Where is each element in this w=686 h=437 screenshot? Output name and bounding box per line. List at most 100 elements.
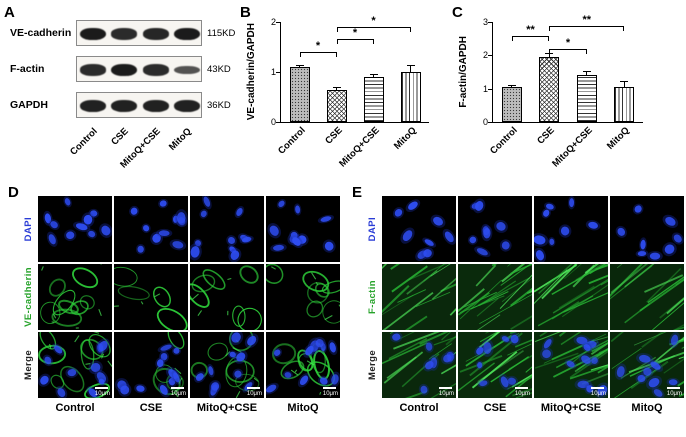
error-bar — [623, 82, 625, 87]
micro-merge-mesh-mitoq-cse: 10μm — [190, 332, 264, 398]
micro-fiber-mitoq-cse — [534, 264, 608, 330]
error-bar-cap — [507, 84, 516, 86]
micro-mesh-mitoq-cse — [190, 264, 264, 330]
micro-merge-fiber-control: 10μm — [382, 332, 456, 398]
error-bar — [586, 72, 588, 76]
panel-label-e: E — [352, 184, 363, 201]
column-label-mitoq-cse: MitoQ+CSE — [540, 402, 602, 414]
y-tick-label: 2 — [482, 50, 488, 61]
micro-column-labels-e: Control CSE MitoQ+CSE MitoQ — [382, 402, 684, 414]
sig-bracket — [336, 26, 411, 32]
scale-bar-label: 10μm — [590, 391, 606, 397]
scale-bar — [439, 387, 452, 389]
error-bar-cap — [582, 71, 591, 72]
scale-bar — [95, 387, 108, 389]
bar-control — [289, 67, 310, 122]
row-label-dapi: DAPI — [364, 196, 380, 262]
blot-lane-label: Control — [67, 126, 100, 158]
column-label-cse: CSE — [483, 402, 507, 414]
blot-band — [111, 28, 138, 40]
micro-fiber-control — [382, 264, 456, 330]
row-label-text: DAPI — [22, 216, 34, 242]
row-label-merge: Merge — [20, 332, 36, 398]
bar-mitoq — [614, 87, 635, 122]
row-label-merge: Merge — [364, 332, 380, 398]
sig-label: ** — [582, 14, 592, 26]
y-tick-mark — [276, 22, 281, 23]
column-label-mitoq-cse: MitoQ+CSE — [196, 402, 258, 414]
y-tick-label: 0 — [270, 117, 276, 127]
row-label-dapi: DAPI — [20, 196, 36, 262]
error-bar — [511, 85, 513, 87]
panel-label-a: A — [4, 4, 15, 21]
bar-control — [501, 87, 522, 122]
error-bar — [336, 88, 337, 90]
blot-size-label: 115KD — [207, 28, 236, 39]
row-label-text: VE-cadherin — [22, 267, 34, 327]
blot-strip — [76, 56, 202, 82]
bar-mitoq+cse — [576, 75, 597, 122]
blot-protein-label: VE-cadherin — [10, 27, 72, 39]
row-label-text: Merge — [22, 350, 34, 380]
scale-bar-label: 10μm — [322, 391, 338, 397]
y-tick-mark — [488, 22, 493, 23]
scale-bar — [591, 387, 604, 389]
sig-label: * — [315, 40, 321, 52]
micro-mesh-control — [38, 264, 112, 330]
y-tick-label: 2 — [270, 17, 276, 27]
bar-mitoq+cse — [363, 77, 384, 122]
sig-bracket — [549, 26, 625, 31]
sig-bracket — [549, 49, 587, 54]
micro-merge-fiber-mitoq-cse: 10μm — [534, 332, 608, 398]
column-label-mitoq: MitoQ — [631, 402, 663, 414]
plot-area-c: 0 1 2 3 Control CSE MitoQ+CSE MitoQ ** * ** — [483, 14, 643, 170]
panel-d: D DAPI VE-cadherin Merge 10μm 10μm 10μm 10μm C… — [8, 184, 348, 434]
y-tick-mark — [488, 122, 493, 123]
blot-size-label: 43KD — [207, 64, 231, 75]
blot-band — [79, 64, 106, 76]
y-tick-label: 1 — [482, 83, 488, 94]
panel-a: A VE-cadherin 115KD F-actin 43KD GAPDH 36KD C… — [4, 4, 236, 182]
micro-grid-e: DAPI F-actin Merge 10μm 10μm 10μm 10μm — [364, 196, 684, 398]
scale-bar-label: 10μm — [438, 391, 454, 397]
micro-mesh-cse — [114, 264, 188, 330]
row-label-text: F-actin — [366, 280, 378, 314]
column-label-mitoq: MitoQ — [287, 402, 319, 414]
y-axis-title-c: F-actin/GAPDH — [458, 22, 472, 122]
blot-band — [174, 27, 201, 41]
bar-cse — [539, 57, 560, 122]
scale-bar — [323, 387, 336, 389]
micro-dapi-control — [38, 196, 112, 262]
y-tick-mark — [488, 88, 493, 90]
scale-bar-label: 10μm — [514, 391, 530, 397]
error-bar-cap — [620, 81, 629, 82]
micro-grid-d: DAPI VE-cadherin Merge 10μm 10μm 10μm 10μm — [20, 196, 340, 398]
row-label-text: DAPI — [366, 216, 378, 242]
micro-fiber-cse — [458, 264, 532, 330]
blot-band — [79, 27, 106, 41]
blot-protein-label: GAPDH — [10, 99, 48, 111]
micro-merge-mesh-cse: 10μm — [114, 332, 188, 398]
blot-band — [142, 28, 169, 40]
row-label-text: Merge — [366, 350, 378, 380]
micro-merge-fiber-mitoq: 10μm — [610, 332, 684, 398]
panel-label-c: C — [452, 4, 463, 21]
y-tick-mark — [488, 55, 493, 57]
micro-dapi-control — [382, 196, 456, 262]
column-label-control: Control — [55, 402, 95, 414]
error-bar-cap — [406, 65, 415, 66]
micro-merge-mesh-control: 10μm — [38, 332, 112, 398]
y-axis-title-b: VE-cadherin/GAPDH — [246, 22, 260, 122]
column-label-cse: CSE — [139, 402, 163, 414]
micro-fiber-mitoq — [610, 264, 684, 330]
scale-bar-label: 10μm — [246, 391, 262, 397]
error-bar-cap — [295, 64, 304, 66]
blot-band — [174, 99, 201, 113]
panel-label-d: D — [8, 184, 19, 201]
y-axis-title-text: F-actin/GAPDH — [458, 36, 469, 108]
scale-bar — [667, 387, 680, 389]
micro-dapi-mitoq-cse — [534, 196, 608, 262]
micro-dapi-cse — [458, 196, 532, 262]
blot-band — [142, 99, 169, 113]
bar-mitoq — [400, 72, 421, 122]
